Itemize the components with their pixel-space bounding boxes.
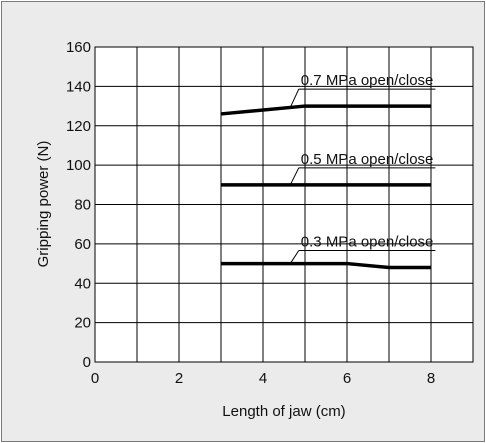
y-tick-label: 0 bbox=[83, 354, 91, 371]
grid bbox=[95, 47, 473, 362]
x-tick-label: 8 bbox=[427, 370, 435, 387]
x-tick-label: 6 bbox=[343, 370, 351, 387]
y-tick-label: 100 bbox=[66, 157, 91, 174]
series-line-3 bbox=[221, 261, 431, 270]
annotation-label: 0.7 MPa open/close bbox=[301, 72, 434, 89]
annotation-leader bbox=[289, 88, 300, 108]
y-tick-label: 60 bbox=[74, 236, 91, 253]
y-tick-label: 20 bbox=[74, 315, 91, 332]
y-axis-title: Gripping power (N) bbox=[35, 141, 52, 268]
x-tick-labels: 0 2 4 6 8 bbox=[91, 370, 435, 387]
y-tick-label: 40 bbox=[74, 275, 91, 292]
y-tick-label: 140 bbox=[66, 78, 91, 95]
x-axis-title: Length of jaw (cm) bbox=[222, 403, 345, 420]
annotations: 0.7 MPa open/close 0.5 MPa open/close 0.3 … bbox=[289, 72, 436, 264]
series-line-1 bbox=[220, 104, 431, 116]
x-tick-label: 4 bbox=[259, 370, 267, 387]
annotation-label: 0.5 MPa open/close bbox=[301, 151, 434, 168]
y-tick-label: 120 bbox=[66, 118, 91, 135]
y-tick-label: 80 bbox=[74, 197, 91, 214]
annotation-leader bbox=[289, 250, 300, 264]
x-tick-label: 2 bbox=[175, 370, 183, 387]
y-tick-labels: 0 20 40 60 80 100 120 140 160 bbox=[66, 39, 91, 371]
series-lines bbox=[220, 104, 431, 270]
y-tick-label: 160 bbox=[66, 39, 91, 56]
annotation-leader bbox=[289, 167, 300, 186]
x-tick-label: 0 bbox=[91, 370, 99, 387]
annotation-label: 0.3 MPa open/close bbox=[301, 234, 434, 251]
